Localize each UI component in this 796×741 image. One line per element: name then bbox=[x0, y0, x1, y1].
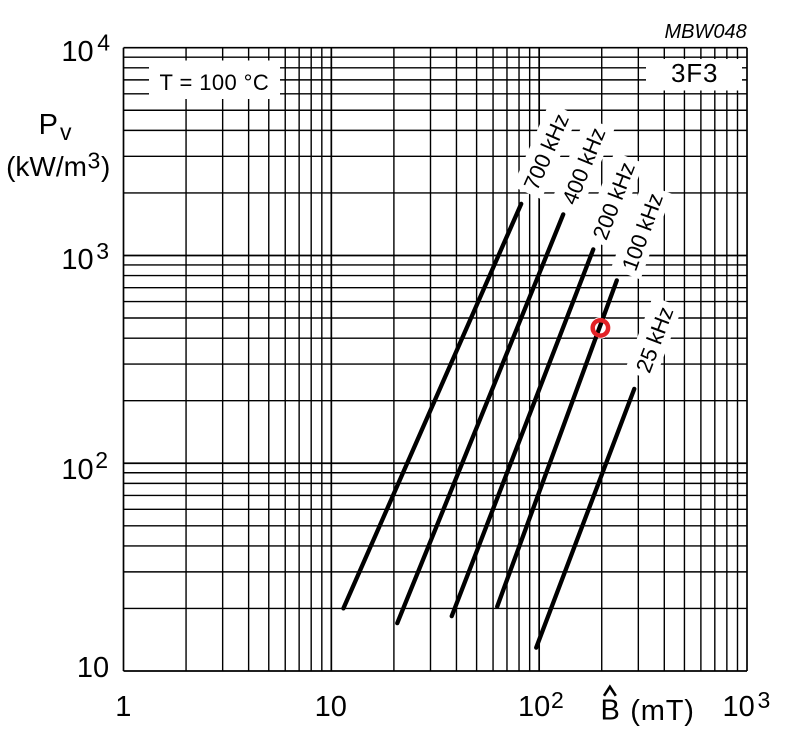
svg-text:3F3: 3F3 bbox=[671, 58, 718, 88]
svg-text:10: 10 bbox=[61, 244, 93, 276]
svg-text:): ) bbox=[101, 151, 110, 182]
svg-text:B: B bbox=[601, 695, 620, 727]
svg-text:10: 10 bbox=[61, 454, 93, 486]
svg-text:2: 2 bbox=[95, 447, 108, 473]
svg-text:4: 4 bbox=[97, 29, 110, 55]
svg-text:(mT): (mT) bbox=[630, 695, 694, 727]
svg-text:(kW/m: (kW/m bbox=[6, 151, 87, 182]
svg-text:10: 10 bbox=[723, 691, 755, 723]
svg-text:MBW048: MBW048 bbox=[665, 21, 747, 43]
svg-text:3: 3 bbox=[88, 148, 101, 174]
svg-text:v: v bbox=[60, 119, 72, 145]
svg-text:3: 3 bbox=[96, 238, 109, 264]
svg-text:1: 1 bbox=[115, 691, 131, 723]
svg-text:3: 3 bbox=[758, 687, 771, 713]
svg-text:T = 100 °C: T = 100 °C bbox=[160, 70, 270, 95]
svg-text:10: 10 bbox=[315, 691, 347, 723]
svg-text:P: P bbox=[39, 109, 58, 141]
svg-text:2: 2 bbox=[551, 687, 564, 713]
svg-text:10: 10 bbox=[61, 36, 93, 68]
svg-text:10: 10 bbox=[77, 652, 109, 684]
svg-text:10: 10 bbox=[518, 691, 550, 723]
